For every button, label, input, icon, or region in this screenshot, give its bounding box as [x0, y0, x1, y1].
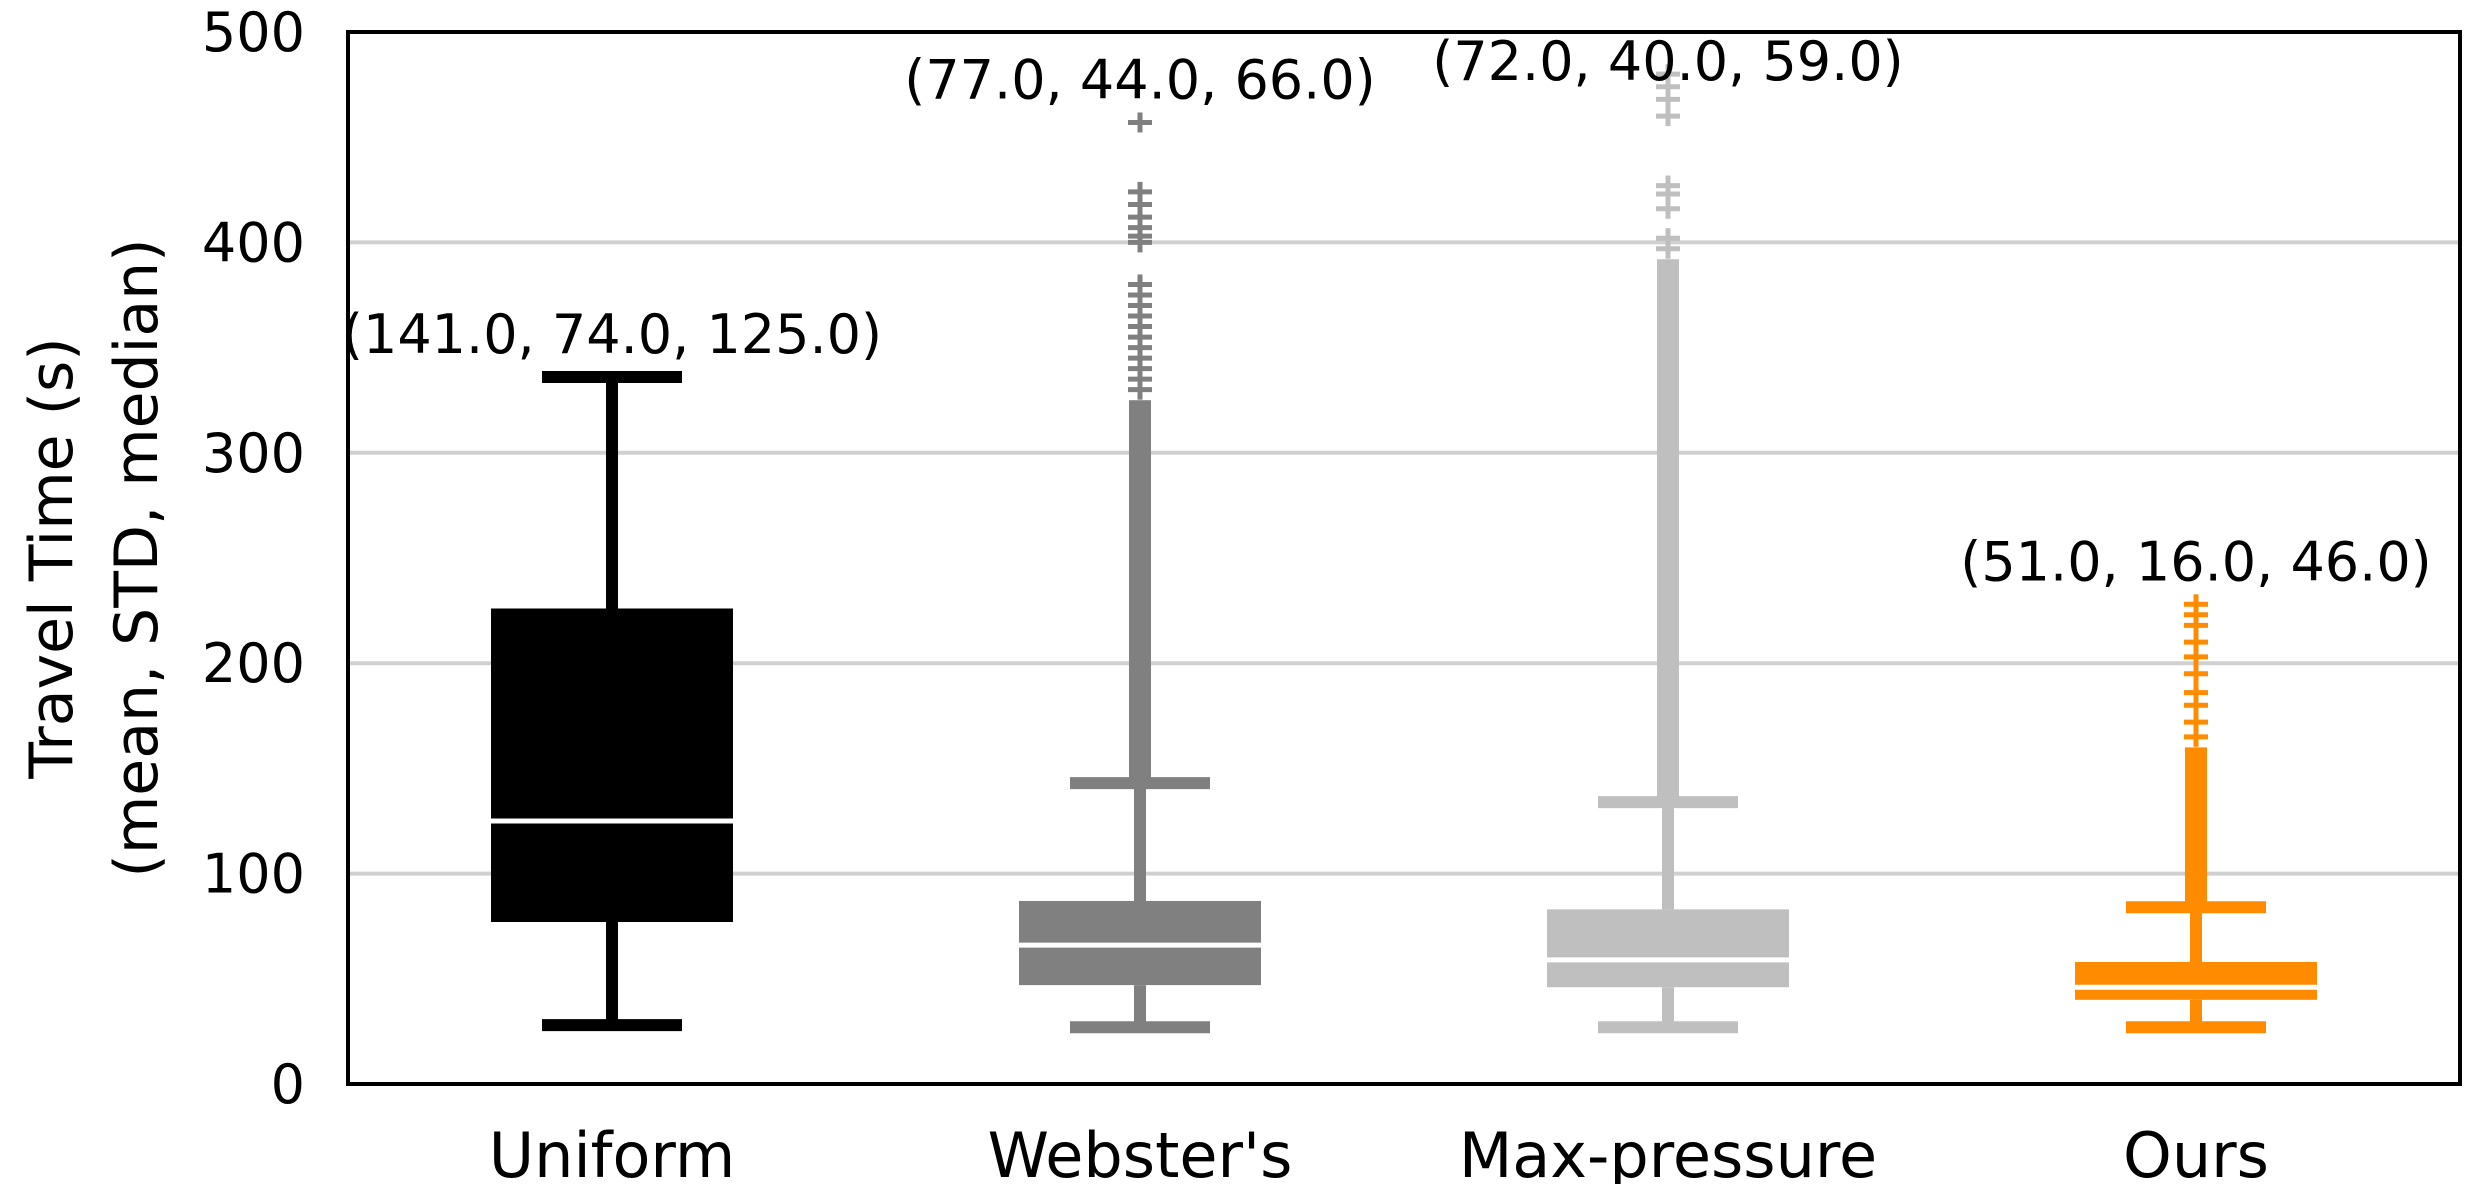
stat-annotation: (51.0, 16.0, 46.0): [1960, 530, 2432, 593]
y-axis-label-sub: (mean, STD, median): [102, 238, 172, 877]
category-label: Webster's: [988, 1119, 1293, 1184]
category-label: Uniform: [489, 1119, 735, 1184]
flier-band: [1129, 400, 1151, 784]
stat-annotation: (141.0, 74.0, 125.0): [342, 303, 882, 366]
flier-band: [2185, 747, 2207, 908]
box-group: [2075, 594, 2317, 1034]
y-tick-label: 300: [202, 422, 305, 485]
y-tick-label: 0: [271, 1053, 305, 1116]
y-tick-label: 400: [202, 211, 305, 274]
box-group: [1547, 64, 1789, 1034]
x-axis-categories: Uniform Webster's Max-pressure Ours: [489, 1119, 2269, 1184]
plot-frame: [346, 30, 2462, 1086]
box-iqr: [491, 608, 733, 922]
y-axis-ticks: 0 100 200 300 400 500: [202, 1, 305, 1116]
y-axis-label-line-2: (mean, STD, median): [102, 238, 172, 877]
y-tick-label: 500: [202, 1, 305, 64]
box-series: [491, 64, 2317, 1034]
y-axis-label-line-1: Travel Time (s): [17, 337, 87, 779]
y-tick-label: 200: [202, 632, 305, 695]
box-iqr: [2075, 961, 2317, 1000]
box-group: [491, 371, 733, 1032]
box-iqr: [1547, 909, 1789, 988]
box-group: [1019, 112, 1261, 1034]
flier-band: [1657, 259, 1679, 803]
stat-annotation: (72.0, 40.0, 59.0): [1432, 30, 1904, 93]
y-tick-label: 100: [202, 843, 305, 906]
box-annotations: (141.0, 74.0, 125.0) (77.0, 44.0, 66.0) (7…: [342, 30, 2432, 593]
stat-annotation: (77.0, 44.0, 66.0): [904, 48, 1376, 111]
category-label: Max-pressure: [1459, 1119, 1877, 1184]
y-axis-label: Travel Time (s): [17, 337, 87, 779]
category-label: Ours: [2123, 1119, 2269, 1184]
